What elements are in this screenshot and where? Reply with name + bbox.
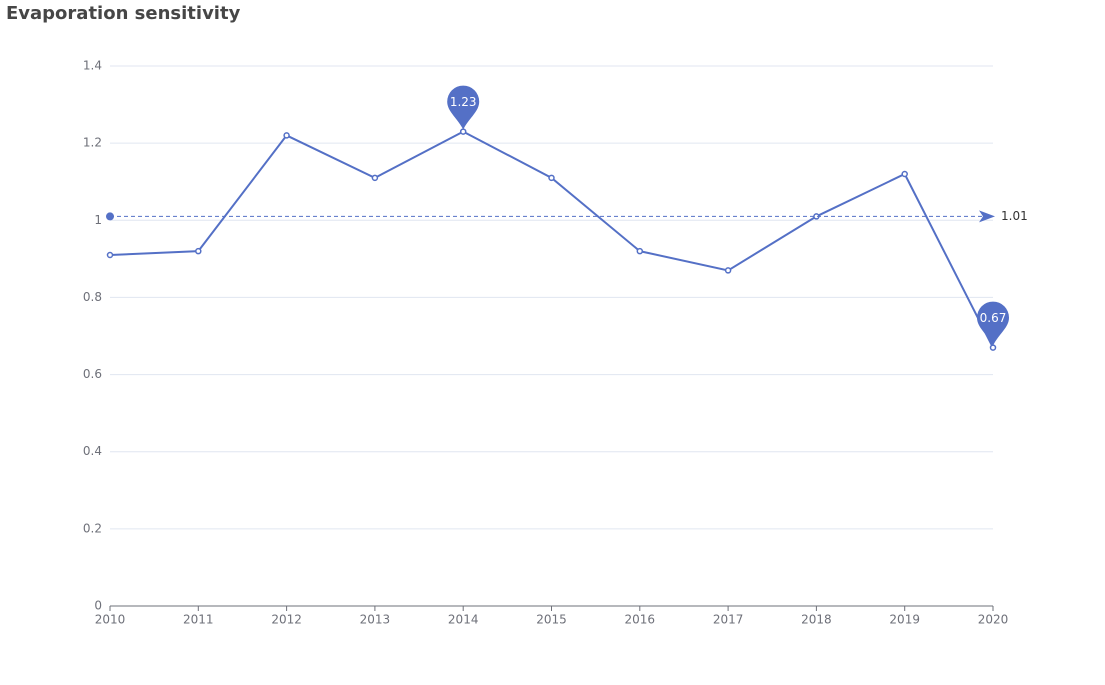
x-tick-label: 2016 xyxy=(625,613,656,627)
y-tick-label: 1.4 xyxy=(83,59,102,73)
point xyxy=(548,174,555,182)
x-tick-label: 2010 xyxy=(95,613,126,627)
point xyxy=(724,267,732,274)
point xyxy=(989,344,997,351)
x-tick-label: 2013 xyxy=(360,613,391,627)
point xyxy=(636,247,644,255)
y-tick-label: 0 xyxy=(94,599,102,613)
y-tick-label: 0.2 xyxy=(83,521,102,535)
average-arrow xyxy=(979,210,995,223)
x-tick-label: 2020 xyxy=(978,613,1009,627)
x-tick-label: 2014 xyxy=(448,613,479,627)
chart-title: Evaporation sensitivity xyxy=(6,3,241,24)
point xyxy=(459,128,467,135)
x-tick-label: 2011 xyxy=(183,613,214,627)
average-label: 1.01 xyxy=(1001,209,1028,223)
y-tick-label: 0.8 xyxy=(83,290,102,304)
y-tick-label: 0.6 xyxy=(83,367,102,381)
pin-min xyxy=(977,301,1009,346)
x-tick-label: 2012 xyxy=(271,613,302,627)
point xyxy=(371,174,379,182)
pin-label-min: 0.67 xyxy=(980,311,1007,325)
pin-label-max: 1.23 xyxy=(450,95,477,109)
x-tick-label: 2017 xyxy=(713,613,744,627)
average-start xyxy=(106,212,114,221)
point xyxy=(106,251,114,259)
y-tick-label: 0.4 xyxy=(83,444,102,458)
y-tick-label: 1.2 xyxy=(83,136,102,150)
point xyxy=(283,132,290,139)
x-tick-label: 2015 xyxy=(536,613,567,627)
y-tick-label: 1 xyxy=(94,213,102,227)
point xyxy=(195,247,202,255)
x-tick-label: 2018 xyxy=(801,613,832,627)
pin-max xyxy=(447,85,480,130)
x-tick-label: 2019 xyxy=(889,613,920,627)
line xyxy=(109,130,994,349)
point xyxy=(901,170,908,178)
